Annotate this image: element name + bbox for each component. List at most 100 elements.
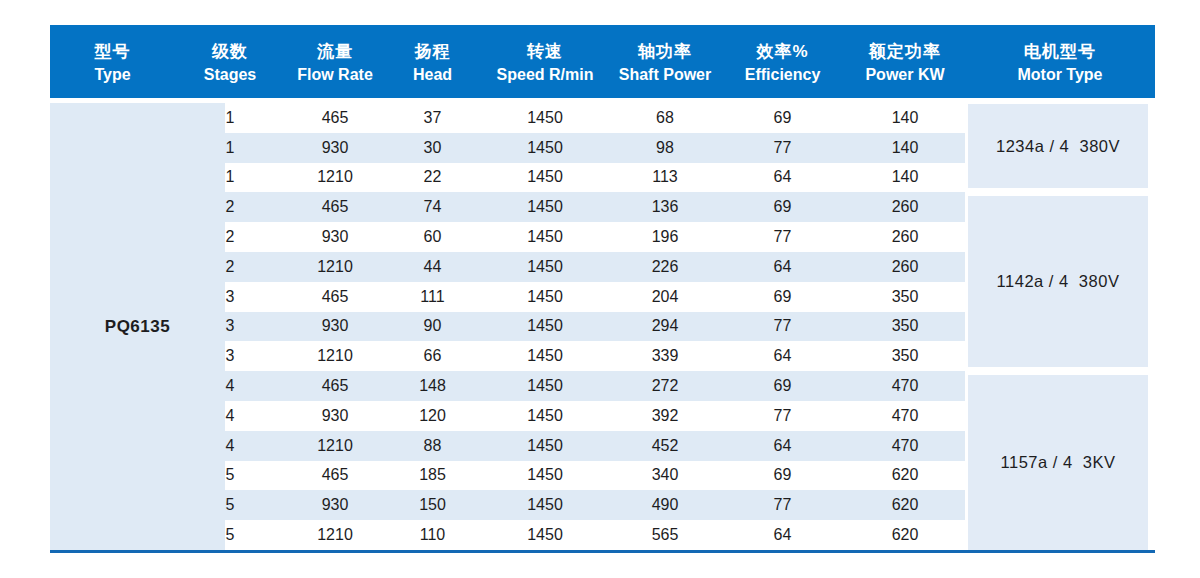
motor-type-cell: 1157a / 4 3KV xyxy=(968,375,1148,550)
cell-efficiency: 64 xyxy=(720,437,845,455)
cell-efficiency: 69 xyxy=(720,109,845,127)
header-col-flow-rate: 流量 Flow Rate xyxy=(285,25,385,98)
table-row: 2121044145022664260 xyxy=(175,252,965,282)
cell-power-kw: 470 xyxy=(845,377,965,395)
cell-shaft-power: 452 xyxy=(610,437,720,455)
cell-flow-rate: 465 xyxy=(285,466,385,484)
header-en: Speed R/min xyxy=(497,66,594,84)
cell-head: 185 xyxy=(385,466,480,484)
cell-efficiency: 69 xyxy=(720,377,845,395)
pump-type-cell: PQ6135 xyxy=(50,103,225,550)
cell-power-kw: 350 xyxy=(845,317,965,335)
header-col-power-kw: 额定功率 Power KW xyxy=(845,25,965,98)
cell-head: 110 xyxy=(385,526,480,544)
motor-type-cell: 1142a / 4 380V xyxy=(968,196,1148,367)
cell-shaft-power: 136 xyxy=(610,198,720,216)
cell-speed: 1450 xyxy=(480,317,610,335)
cell-efficiency: 64 xyxy=(720,258,845,276)
cell-power-kw: 350 xyxy=(845,347,965,365)
table-row: 246574145013669260 xyxy=(175,192,965,222)
cell-flow-rate: 1210 xyxy=(285,258,385,276)
cell-head: 37 xyxy=(385,109,480,127)
table-row: 5930150145049077620 xyxy=(175,490,965,520)
header-col-head: 扬程 Head xyxy=(385,25,480,98)
header-col-speed: 转速 Speed R/min xyxy=(480,25,610,98)
page: 型号 Type 级数 Stages 流量 Flow Rate 扬程 Head 转… xyxy=(0,0,1200,578)
cell-power-kw: 620 xyxy=(845,496,965,514)
cell-head: 66 xyxy=(385,347,480,365)
header-en: Type xyxy=(94,66,130,84)
cell-flow-rate: 465 xyxy=(285,198,385,216)
cell-efficiency: 77 xyxy=(720,228,845,246)
cell-speed: 1450 xyxy=(480,288,610,306)
cell-shaft-power: 272 xyxy=(610,377,720,395)
header-zh: 流量 xyxy=(317,40,353,63)
table-bottom-border xyxy=(50,550,1155,553)
header-col-stages: 级数 Stages xyxy=(175,25,285,98)
table-row: 3121066145033964350 xyxy=(175,341,965,371)
cell-efficiency: 77 xyxy=(720,496,845,514)
cell-shaft-power: 339 xyxy=(610,347,720,365)
cell-shaft-power: 340 xyxy=(610,466,720,484)
table-rows: 1465371450686914019303014509877140112102… xyxy=(175,103,965,550)
cell-head: 22 xyxy=(385,168,480,186)
cell-efficiency: 64 xyxy=(720,168,845,186)
cell-power-kw: 620 xyxy=(845,466,965,484)
cell-shaft-power: 98 xyxy=(610,139,720,157)
cell-head: 90 xyxy=(385,317,480,335)
cell-speed: 1450 xyxy=(480,526,610,544)
motor-type-label: 1157a / 4 3KV xyxy=(1001,453,1116,472)
cell-shaft-power: 68 xyxy=(610,109,720,127)
cell-power-kw: 620 xyxy=(845,526,965,544)
cell-shaft-power: 226 xyxy=(610,258,720,276)
header-zh: 效率% xyxy=(756,40,808,63)
header-col-shaft-power: 轴功率 Shaft Power xyxy=(610,25,720,98)
cell-speed: 1450 xyxy=(480,228,610,246)
cell-shaft-power: 294 xyxy=(610,317,720,335)
cell-shaft-power: 490 xyxy=(610,496,720,514)
cell-shaft-power: 196 xyxy=(610,228,720,246)
cell-efficiency: 64 xyxy=(720,347,845,365)
table-row: 3465111145020469350 xyxy=(175,282,965,312)
cell-efficiency: 77 xyxy=(720,407,845,425)
cell-flow-rate: 930 xyxy=(285,407,385,425)
header-en: Power KW xyxy=(865,66,944,84)
cell-head: 111 xyxy=(385,288,480,306)
cell-speed: 1450 xyxy=(480,139,610,157)
header-zh: 额定功率 xyxy=(869,40,941,63)
table-row: 51210110145056564620 xyxy=(175,520,965,550)
cell-power-kw: 470 xyxy=(845,407,965,425)
cell-head: 74 xyxy=(385,198,480,216)
cell-speed: 1450 xyxy=(480,407,610,425)
header-col-efficiency: 效率% Efficiency xyxy=(720,25,845,98)
cell-flow-rate: 465 xyxy=(285,109,385,127)
table-row: 1121022145011364140 xyxy=(175,163,965,193)
cell-head: 44 xyxy=(385,258,480,276)
cell-power-kw: 260 xyxy=(845,228,965,246)
cell-power-kw: 140 xyxy=(845,139,965,157)
motor-type-cell: 1234a / 4 380V xyxy=(968,104,1148,188)
motor-type-label: 1142a / 4 380V xyxy=(997,272,1120,291)
cell-efficiency: 64 xyxy=(720,526,845,544)
header-col-motor-type: 电机型号 Motor Type xyxy=(965,25,1155,98)
table-row: 4121088145045264470 xyxy=(175,431,965,461)
cell-shaft-power: 392 xyxy=(610,407,720,425)
cell-head: 60 xyxy=(385,228,480,246)
cell-efficiency: 69 xyxy=(720,198,845,216)
cell-power-kw: 140 xyxy=(845,109,965,127)
cell-speed: 1450 xyxy=(480,198,610,216)
header-en: Head xyxy=(413,66,452,84)
cell-power-kw: 260 xyxy=(845,198,965,216)
cell-shaft-power: 565 xyxy=(610,526,720,544)
table-row: 5465185145034069620 xyxy=(175,461,965,491)
table-row: 4465148145027269470 xyxy=(175,371,965,401)
cell-speed: 1450 xyxy=(480,347,610,365)
cell-flow-rate: 465 xyxy=(285,288,385,306)
table-header: 型号 Type 级数 Stages 流量 Flow Rate 扬程 Head 转… xyxy=(50,25,1155,98)
header-zh: 转速 xyxy=(527,40,563,63)
cell-speed: 1450 xyxy=(480,466,610,484)
motor-type-label: 1234a / 4 380V xyxy=(996,137,1120,156)
cell-flow-rate: 1210 xyxy=(285,168,385,186)
header-en: Efficiency xyxy=(745,66,821,84)
header-en: Shaft Power xyxy=(619,66,711,84)
